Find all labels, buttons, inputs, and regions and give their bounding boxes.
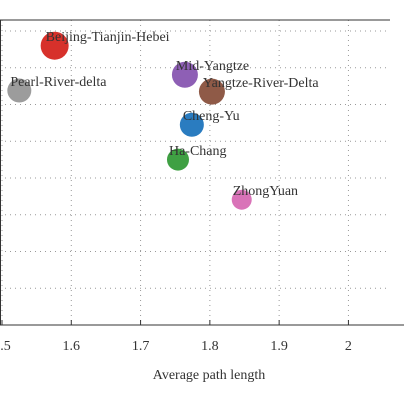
point-label: Cheng-Yu	[183, 109, 240, 124]
x-tick-label: 1.9	[270, 339, 288, 354]
point-label: Pearl-River-delta	[10, 75, 107, 90]
point	[179, 112, 204, 137]
point	[198, 78, 225, 105]
x-tick-label: 1.5	[0, 339, 11, 354]
point-label: Mid-Yangtze	[176, 59, 249, 74]
point	[171, 61, 198, 88]
point	[231, 189, 252, 210]
x-axis-label: Average path length	[153, 368, 265, 383]
x-tick-label: 1.8	[201, 339, 219, 354]
point-label: Ha-Chang	[169, 144, 227, 159]
point-label: Beijing-Tianjin-Hebei	[46, 30, 170, 45]
point	[166, 148, 189, 171]
x-tick-label: 1.6	[63, 339, 81, 354]
point	[7, 78, 32, 103]
point-label: ZhongYuan	[233, 184, 298, 199]
x-tick-label: 1.7	[132, 339, 150, 354]
point	[40, 31, 69, 60]
point-label: Yangtze-River-Delta	[203, 76, 319, 91]
x-tick-label: 2	[345, 339, 352, 354]
